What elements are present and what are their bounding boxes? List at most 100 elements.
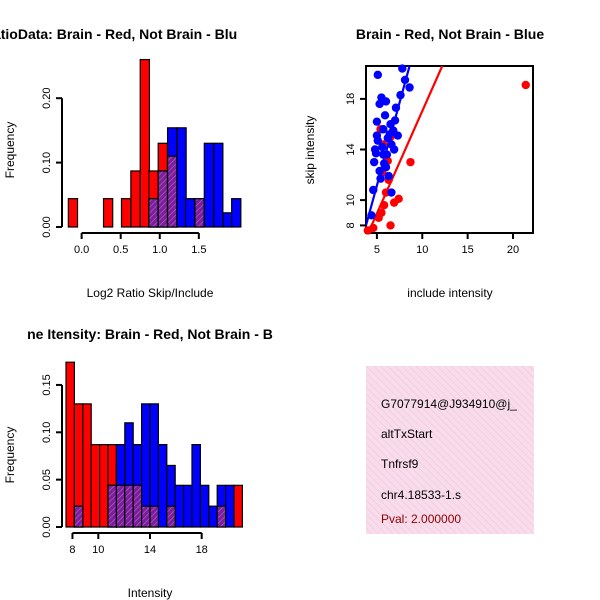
point-brain-4	[379, 200, 389, 210]
x-tick-label: 1.5	[191, 244, 206, 256]
point-not-brain-31	[389, 145, 399, 154]
bar-brain-2	[120, 198, 132, 228]
x-tick-label: 14	[144, 544, 156, 556]
bar-not-brain-12	[199, 484, 210, 528]
x-tick-label: 5	[374, 244, 380, 256]
point-not-brain-25	[393, 131, 402, 140]
point-brain-16	[521, 80, 530, 90]
intensity-scatter-panel: Brain - Red, Not Brain - Blue 5 10 15 20 8 10…	[303, 26, 544, 300]
intensity-histogram-bars	[65, 361, 243, 528]
x-tick-label: 18	[196, 544, 208, 556]
intensity-histogram-ylabel: Frequency	[3, 427, 17, 484]
point-not-brain-1	[369, 185, 378, 195]
y-tick-label: 10	[345, 194, 357, 206]
bar-overlap-3	[124, 484, 134, 528]
scatter-xlabel: include intensity	[407, 286, 492, 300]
x-tick-label: 0.0	[74, 244, 89, 256]
bar-brain-0	[65, 361, 75, 528]
intensity-histogram-xlabel: Intensity	[128, 586, 173, 600]
y-tick-label: 0.00	[41, 216, 53, 237]
point-not-brain-11	[378, 142, 387, 152]
x-tick-label: 15	[462, 244, 474, 256]
point-not-brain-8	[375, 99, 384, 109]
intensity-histogram-title: ne Itensity: Brain - Red, Not Brain - B	[27, 326, 273, 342]
bar-overlap-4	[132, 484, 143, 528]
bar-not-brain-6	[203, 142, 215, 228]
info-box-background	[366, 366, 534, 534]
point-not-brain-14	[380, 111, 390, 120]
bar-not-brain-11	[191, 444, 201, 528]
x-tick-label: 10	[416, 244, 428, 256]
y-tick-label: 0.05	[41, 469, 53, 490]
bar-overlap-0	[73, 505, 84, 528]
bar-brain-3	[90, 444, 101, 528]
y-tick-label: 0.10	[41, 152, 53, 173]
point-not-brain-30	[379, 150, 388, 159]
bar-not-brain-7	[213, 142, 224, 228]
y-tick-label: 18	[345, 93, 357, 105]
bar-not-brain-8	[222, 212, 233, 228]
y-tick-label: 0.00	[41, 516, 53, 537]
bar-overlap-1	[107, 484, 117, 528]
scatter-title: Brain - Red, Not Brain - Blue	[356, 26, 544, 42]
point-not-brain-18	[384, 171, 393, 181]
ratio-histogram-bars	[67, 58, 242, 228]
bar-overlap-6	[149, 505, 159, 528]
ratio-histogram-title: RatioData: Brain - Red, Not Brain - Blu	[0, 26, 237, 42]
point-not-brain-35	[387, 188, 396, 197]
bar-overlap-5	[141, 505, 151, 528]
point-not-brain-26	[396, 90, 405, 100]
bar-brain-4	[139, 58, 151, 228]
bar-not-brain-15	[225, 484, 235, 528]
bar-brain-0	[67, 198, 79, 228]
point-not-brain-2	[369, 157, 379, 167]
point-not-brain-32	[381, 163, 391, 172]
y-tick-label: 14	[345, 143, 357, 155]
bar-not-brain-9	[174, 484, 185, 528]
scatter-ylabel: skip intensity	[303, 116, 317, 185]
intensity-histogram-axes: 8 10 14 18 0.00 0.05 0.10 0.15	[41, 374, 208, 556]
bar-not-brain-10	[183, 484, 193, 528]
bar-overlap-2	[166, 155, 178, 228]
point-brain-13	[394, 194, 403, 204]
scatter-axes: 5 10 15 20 8 10 14 18	[345, 93, 519, 256]
point-not-brain-29	[405, 83, 414, 92]
point-not-brain-10	[373, 70, 382, 80]
y-tick-label: 0.10	[41, 422, 53, 443]
bar-not-brain-9	[231, 198, 242, 228]
x-tick-label: 1.0	[152, 244, 167, 256]
point-brain-1	[369, 223, 378, 233]
point-not-brain-15	[381, 97, 391, 106]
info-gene-name: Tnfrsf9	[381, 457, 419, 471]
point-not-brain-6	[373, 136, 382, 145]
ratio-histogram-axes: 0.0 0.5 1.0 1.5 0.00 0.10 0.20	[41, 87, 206, 256]
point-not-brain-34	[371, 149, 381, 158]
point-brain-14	[386, 221, 395, 230]
bar-brain-4	[98, 444, 109, 528]
bar-not-brain-3	[176, 127, 187, 228]
scatter-points	[363, 64, 530, 235]
bar-overlap-7	[166, 505, 176, 528]
info-event-type: altTxStart	[381, 427, 433, 441]
bar-not-brain-4	[184, 198, 196, 228]
ratio-histogram-ylabel: Frequency	[3, 122, 17, 179]
y-tick-label: 0.15	[41, 374, 53, 395]
y-tick-label: 8	[345, 222, 357, 228]
bar-overlap-2	[115, 484, 126, 528]
point-not-brain-5	[372, 117, 382, 126]
bar-brain-3	[130, 170, 141, 228]
info-event-id: G7077914@J934910@j_	[381, 397, 517, 411]
x-tick-label: 20	[507, 244, 519, 256]
point-brain-3	[377, 208, 386, 217]
point-not-brain-28	[400, 75, 410, 85]
ratio-histogram-panel: RatioData: Brain - Red, Not Brain - Blu …	[0, 26, 242, 300]
point-not-brain-24	[391, 103, 401, 112]
x-tick-label: 8	[69, 544, 75, 556]
bar-brain-7	[233, 484, 243, 528]
info-pvalue: Pval: 2.000000	[381, 512, 461, 526]
x-tick-label: 0.5	[113, 244, 128, 256]
fit-line-brain	[367, 66, 444, 233]
intensity-histogram-panel: ne Itensity: Brain - Red, Not Brain - B …	[3, 326, 273, 600]
point-brain-15	[406, 157, 415, 167]
